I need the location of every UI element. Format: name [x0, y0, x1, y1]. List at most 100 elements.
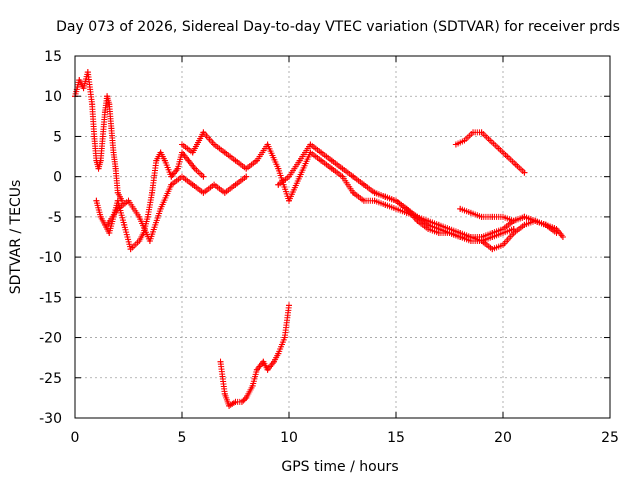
data-point [243, 165, 250, 172]
data-point [512, 161, 519, 168]
data-point [80, 85, 87, 92]
data-point [500, 229, 506, 236]
data-point [136, 238, 143, 245]
data-point [89, 101, 96, 108]
data-point [521, 213, 528, 220]
y-axis-label: SDTVAR / TECUs [8, 180, 24, 295]
data-point [110, 149, 117, 156]
data-point [136, 213, 143, 220]
data-point [350, 173, 357, 180]
series-arc-morning [179, 129, 566, 240]
series-arc-dip [217, 302, 292, 409]
data-point [232, 181, 239, 188]
data-point [281, 334, 288, 341]
data-point [487, 137, 494, 144]
data-point [243, 173, 250, 180]
data-point [521, 221, 528, 228]
data-point [286, 197, 292, 204]
data-point [149, 189, 156, 196]
data-point [470, 129, 477, 136]
grid-lines [75, 56, 610, 418]
data-point [532, 217, 539, 224]
data-point [521, 169, 528, 176]
data-point [307, 141, 314, 148]
x-tick-label: 0 [71, 430, 80, 446]
data-point [275, 181, 282, 188]
data-point [318, 149, 325, 156]
data-series [72, 69, 566, 409]
data-point [99, 133, 106, 140]
data-point [286, 302, 292, 309]
data-point [97, 157, 104, 164]
data-point [296, 157, 303, 164]
data-point [84, 69, 91, 76]
y-tick-label: 15 [44, 49, 62, 65]
x-tick-label: 25 [601, 430, 619, 446]
data-point [146, 238, 153, 245]
data-point [296, 173, 303, 180]
data-point [553, 225, 560, 232]
data-point [271, 358, 278, 365]
y-tick-label: -15 [39, 290, 62, 306]
data-point [91, 133, 98, 140]
data-point [275, 165, 282, 172]
data-point [489, 246, 496, 253]
series-arc-loops-1 [93, 149, 207, 253]
x-tick-label: 10 [280, 430, 298, 446]
data-point [393, 197, 399, 204]
series-arc-evening [452, 129, 528, 176]
axis-ticks: 0 5 10 15 20 25 -30 -25 -20 -15 -10 -5 0 5 10 15 [39, 49, 619, 446]
data-point [328, 165, 335, 172]
x-tick-label: 5 [178, 430, 187, 446]
plot-frame [74, 55, 611, 419]
data-point [232, 398, 239, 405]
data-point [189, 149, 196, 156]
y-tick-label: -20 [39, 331, 62, 347]
data-point [500, 213, 506, 220]
data-point [185, 157, 192, 164]
data-point [467, 234, 474, 240]
y-tick-label: 0 [53, 170, 62, 186]
data-point [478, 129, 485, 136]
data-point [500, 242, 506, 249]
x-tick-label: 20 [494, 430, 512, 446]
data-point [76, 77, 83, 84]
data-point [112, 165, 119, 172]
data-point [435, 229, 442, 236]
data-point [168, 173, 175, 180]
data-point [360, 181, 367, 188]
y-tick-label: -25 [39, 371, 62, 387]
data-point [371, 189, 378, 196]
data-point [495, 145, 502, 152]
data-point [125, 197, 132, 204]
data-point [559, 234, 566, 240]
data-point [382, 201, 389, 208]
data-point [127, 246, 134, 253]
data-point [275, 350, 282, 357]
data-point [200, 129, 207, 136]
data-point [101, 109, 108, 116]
data-point [191, 165, 198, 172]
chart-title: Day 073 of 2026, Sidereal Day-to-day VTE… [56, 19, 620, 35]
data-point [114, 189, 121, 196]
data-point [489, 213, 496, 220]
data-point [157, 205, 164, 212]
data-point [414, 217, 421, 224]
data-point [217, 358, 224, 365]
data-point [226, 402, 233, 409]
data-point [260, 358, 267, 365]
data-point [318, 157, 325, 164]
data-point [264, 366, 271, 373]
data-point [393, 205, 399, 212]
data-point [286, 173, 292, 180]
data-point [238, 398, 245, 405]
data-point [232, 157, 239, 164]
data-point [189, 181, 196, 188]
data-point [243, 394, 250, 401]
series-arc-loops-2 [104, 173, 250, 245]
data-point [211, 141, 218, 148]
data-point [95, 165, 102, 172]
data-point [179, 149, 185, 156]
data-point [467, 209, 474, 216]
